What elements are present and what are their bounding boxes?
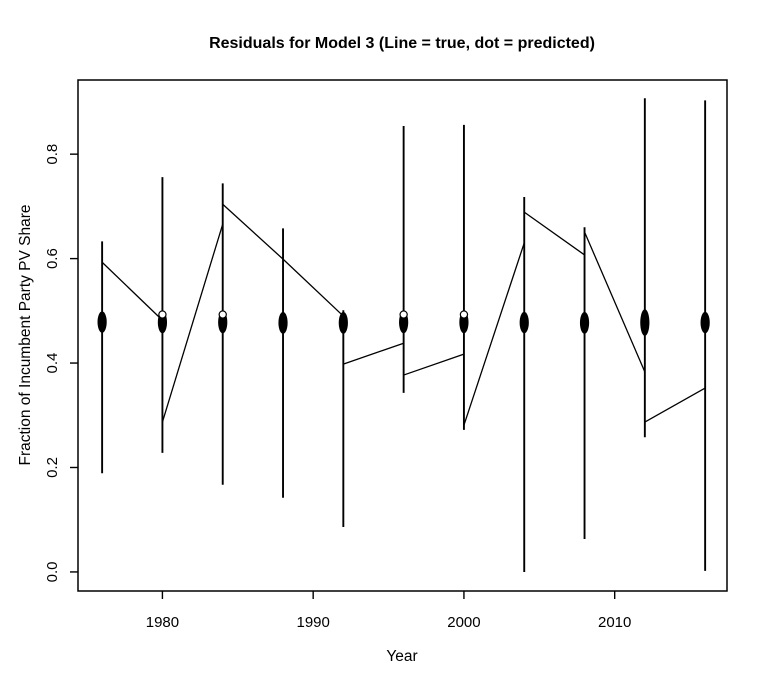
x-axis-label: Year [386, 648, 417, 665]
transition-line-1988-1992 [282, 258, 344, 317]
x-tick-label-2000: 2000 [447, 614, 480, 631]
y-tick-label-0.0: 0.0 [44, 562, 61, 583]
predicted-open-dot-1984 [218, 310, 227, 319]
predicted-open-dot-2000 [459, 310, 469, 319]
transition-line-1976-1980 [101, 261, 163, 321]
transition-line-2004-2008 [523, 211, 585, 256]
predicted-dot-cluster-2012 [640, 309, 650, 336]
predicted-dot-cluster-1992 [338, 311, 348, 334]
plot-border [77, 79, 728, 592]
x-tick-label-1990: 1990 [296, 614, 329, 631]
predicted-dot-cluster-2004 [519, 311, 529, 334]
axis-ticks: 1980 1990 2000 2010 0.0 0.2 0.4 0.6 0.8 [44, 144, 631, 631]
transition-line-2000-2004 [463, 242, 525, 426]
transition-line-1984-1988 [222, 203, 284, 260]
y-tick-label-0.6: 0.6 [44, 248, 61, 269]
transition-line-1996-2000 [403, 353, 465, 376]
y-axis-label: Fraction of Incumbent Party PV Share [17, 204, 34, 465]
x-tick-label-2010: 2010 [598, 614, 631, 631]
y-tick-label-0.8: 0.8 [44, 144, 61, 165]
transition-line-2008-2012 [583, 231, 646, 373]
y-tick-label-0.2: 0.2 [44, 457, 61, 478]
transition-line-1980-1984 [161, 223, 224, 423]
predicted-dot-cluster-2008 [579, 311, 590, 334]
transition-line-2012-2016 [644, 387, 706, 423]
predicted-open-dot-1996 [399, 310, 408, 319]
transition-line-1992-1996 [343, 342, 404, 365]
predicted-dot-cluster-1976 [97, 311, 107, 333]
x-tick-label-1980: 1980 [146, 614, 179, 631]
predicted-dot-cluster-2016 [700, 311, 710, 334]
data-marks [97, 98, 710, 572]
chart-title: Residuals for Model 3 (Line = true, dot … [209, 35, 595, 52]
predicted-open-dot-1980 [158, 310, 167, 319]
predicted-dot-cluster-1988 [278, 311, 288, 334]
y-tick-label-0.4: 0.4 [44, 353, 61, 374]
